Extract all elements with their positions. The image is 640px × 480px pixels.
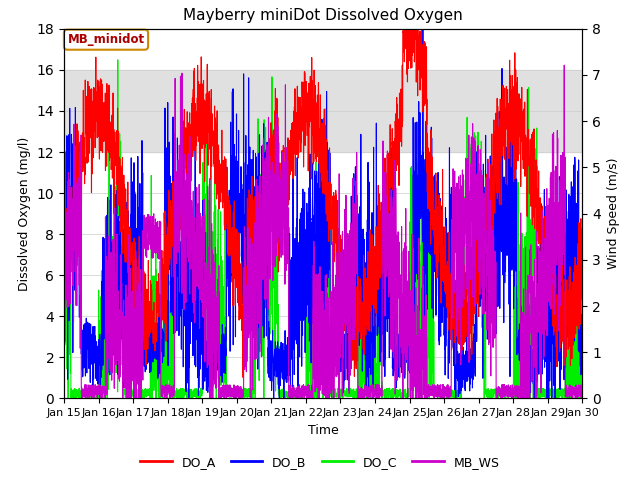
Y-axis label: Dissolved Oxygen (mg/l): Dissolved Oxygen (mg/l): [18, 136, 31, 291]
Legend: DO_A, DO_B, DO_C, MB_WS: DO_A, DO_B, DO_C, MB_WS: [136, 451, 504, 474]
Y-axis label: Wind Speed (m/s): Wind Speed (m/s): [607, 158, 620, 269]
Text: MB_minidot: MB_minidot: [67, 33, 145, 46]
Bar: [64, 70, 582, 152]
Title: Mayberry miniDot Dissolved Oxygen: Mayberry miniDot Dissolved Oxygen: [183, 9, 463, 24]
X-axis label: Time: Time: [308, 424, 339, 437]
